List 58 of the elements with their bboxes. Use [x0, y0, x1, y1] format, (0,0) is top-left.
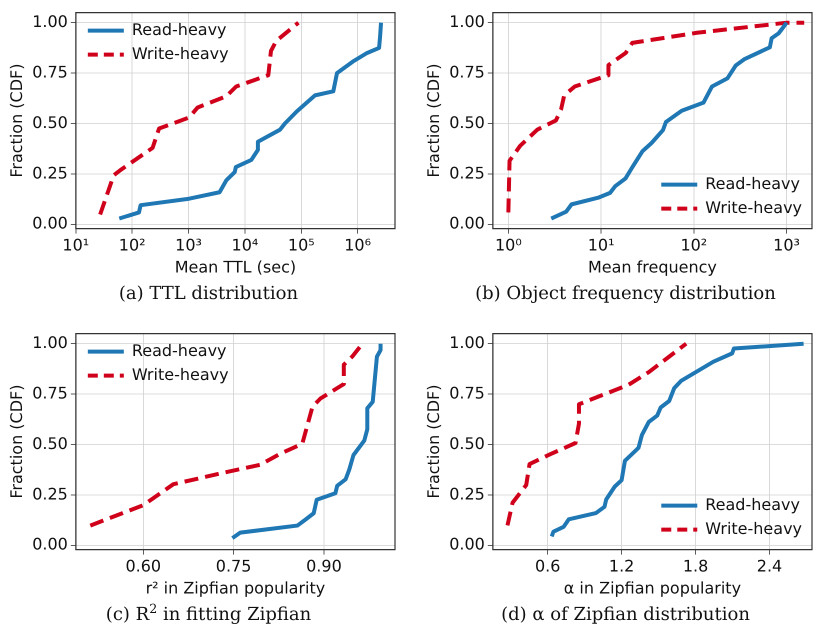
- legend-label: Read-heavy: [132, 340, 227, 360]
- y-tick-label: 0.50: [449, 112, 485, 132]
- text: (b) Object frequency distribution: [474, 283, 777, 304]
- legend-label: Write-heavy: [705, 198, 802, 217]
- x-tick-label: 10⁵: [288, 235, 315, 254]
- y-tick-label: 0.00: [449, 214, 485, 233]
- x-tick-label: 0.60: [125, 556, 162, 576]
- x-tick-label: 2.4: [756, 556, 782, 576]
- y-tick-label: 0.00: [449, 534, 485, 554]
- y-axis-title: Fraction (CDF): [6, 384, 26, 499]
- x-tick-label: 0.90: [306, 556, 342, 576]
- y-axis-title: Fraction (CDF): [424, 64, 443, 178]
- text: (c) R$^{2}$ in fitting Zipfian: [104, 601, 312, 625]
- line-series: [505, 342, 688, 528]
- y-tick-label: 1.00: [32, 332, 68, 352]
- x-axis-title: Mean TTL (sec): [174, 258, 296, 277]
- x-tick-label: 10²: [680, 235, 708, 254]
- x-tick-label: 10¹: [588, 235, 614, 254]
- x-tick-label: 10⁰: [494, 235, 522, 254]
- y-tick-label: 0.00: [32, 214, 68, 233]
- y-axis-title: Fraction (CDF): [6, 64, 26, 178]
- legend-label: Read-heavy: [132, 20, 227, 39]
- x-tick-label: 10⁶: [344, 235, 372, 254]
- y-tick-label: 0.75: [449, 62, 485, 82]
- y-tick-label: 0.25: [449, 484, 485, 504]
- y-tick-label: 0.50: [32, 434, 68, 453]
- x-tick-label: 10²: [118, 235, 146, 254]
- y-tick-label: 0.75: [32, 62, 68, 82]
- x-tick-label: 0.6: [534, 556, 560, 576]
- x-tick-label: 10⁴: [232, 235, 258, 254]
- legend-label: Write-heavy: [705, 518, 802, 538]
- x-tick-label: 1.2: [608, 556, 634, 576]
- x-axis-title: α in Zipfian popularity: [564, 578, 742, 598]
- x-tick-label: 0.75: [216, 556, 252, 576]
- legend-label: Read-heavy: [705, 174, 800, 193]
- legend-label: Write-heavy: [132, 364, 229, 384]
- y-tick-label: 0.50: [32, 112, 68, 132]
- x-axis-title: r² in Zipfian popularity: [146, 578, 326, 598]
- x-tick-label: 10³: [175, 235, 202, 254]
- x-axis-title: Mean frequency: [588, 258, 717, 277]
- legend-label: Write-heavy: [132, 44, 229, 63]
- y-tick-label: 0.75: [32, 383, 68, 402]
- y-tick-label: 0.25: [449, 163, 485, 182]
- legend-label: Read-heavy: [705, 494, 800, 514]
- x-tick-label: 10¹: [62, 235, 90, 254]
- y-tick-label: 0.25: [32, 484, 68, 504]
- y-tick-label: 0.50: [449, 434, 485, 453]
- x-tick-label: 10³: [773, 235, 800, 254]
- y-tick-label: 0.75: [449, 383, 485, 402]
- text: (a) TTL distribution: [118, 283, 300, 304]
- y-tick-label: 0.00: [32, 534, 68, 554]
- y-tick-label: 1.00: [449, 332, 485, 352]
- x-tick-label: 1.8: [682, 556, 708, 576]
- text: (d) α of Zipfian distribution: [500, 604, 751, 625]
- y-axis-title: Fraction (CDF): [424, 384, 443, 499]
- y-tick-label: 1.00: [449, 12, 485, 31]
- y-tick-label: 1.00: [32, 12, 68, 31]
- y-tick-label: 0.25: [32, 163, 68, 182]
